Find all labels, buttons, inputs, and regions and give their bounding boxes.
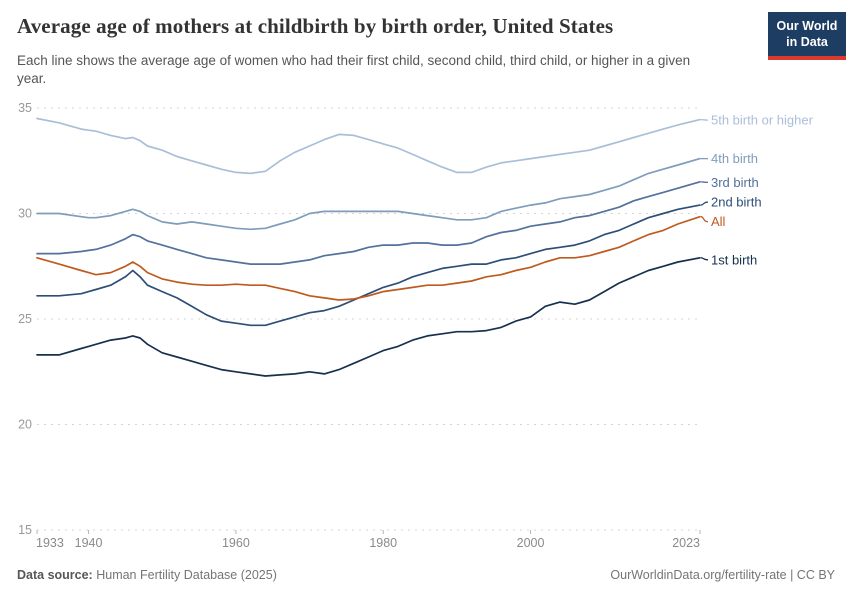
logo-red-strip [768, 56, 846, 61]
legend-connector-all [700, 216, 709, 223]
y-axis-label-25: 25 [18, 312, 32, 326]
legend-label-3rd-birth[interactable]: 3rd birth [711, 175, 759, 190]
legend-connector-2nd-birth [700, 201, 709, 206]
series-line-3rd-birth[interactable] [36, 180, 701, 265]
legend-label-1st-birth[interactable]: 1st birth [711, 252, 757, 267]
data-source-label: Data source: [17, 568, 93, 582]
x-axis-label-2023: 2023 [672, 536, 700, 550]
series-line-1st-birth[interactable] [36, 256, 701, 377]
x-axis-label-1960: 1960 [222, 536, 250, 550]
page-subtitle: Each line shows the average age of women… [17, 53, 691, 86]
y-axis-label-30: 30 [18, 207, 32, 221]
legend-label-5th-birth-or-higher[interactable]: 5th birth or higher [711, 113, 814, 128]
series-line-5th-birth-or-higher[interactable] [36, 117, 701, 175]
series-line-2nd-birth[interactable] [36, 204, 701, 327]
chart-footer: Data source: Human Fertility Database (2… [17, 568, 835, 582]
x-axis-label-2000: 2000 [517, 536, 545, 550]
logo-text-line2: in Data [786, 34, 828, 49]
series-line-all[interactable] [36, 215, 701, 301]
series-line-4th-birth[interactable] [36, 157, 701, 231]
data-source-link[interactable]: Human Fertility Database (2025) [96, 568, 277, 582]
logo-text-line1: Our World [776, 19, 838, 33]
data-source: Data source: Human Fertility Database (2… [17, 568, 277, 582]
x-axis-label-1940: 1940 [75, 536, 103, 550]
page-title: Average age of mothers at childbirth by … [17, 14, 614, 38]
legend-label-all[interactable]: All [711, 214, 726, 229]
line-chart: 15 20 25 30 35 1933 1940 1960 1980 2000 2023 5th bi… [18, 101, 814, 550]
y-axis-label-15: 15 [18, 523, 32, 537]
x-axis-label-1980: 1980 [369, 536, 397, 550]
y-axis-label-35: 35 [18, 101, 32, 115]
y-axis-label-20: 20 [18, 418, 32, 432]
legend-connector-5th-birth-or-higher [700, 118, 709, 121]
x-axis-label-1933: 1933 [36, 536, 64, 550]
footer-credit-link[interactable]: OurWorldinData.org/fertility-rate | CC B… [610, 568, 835, 582]
legend-label-2nd-birth[interactable]: 2nd birth [711, 195, 762, 210]
owid-logo[interactable]: Our World in Data [768, 12, 846, 61]
legend-label-4th-birth[interactable]: 4th birth [711, 151, 758, 166]
legend-connector-1st-birth [700, 257, 709, 261]
legend-connector-3rd-birth [700, 181, 709, 183]
